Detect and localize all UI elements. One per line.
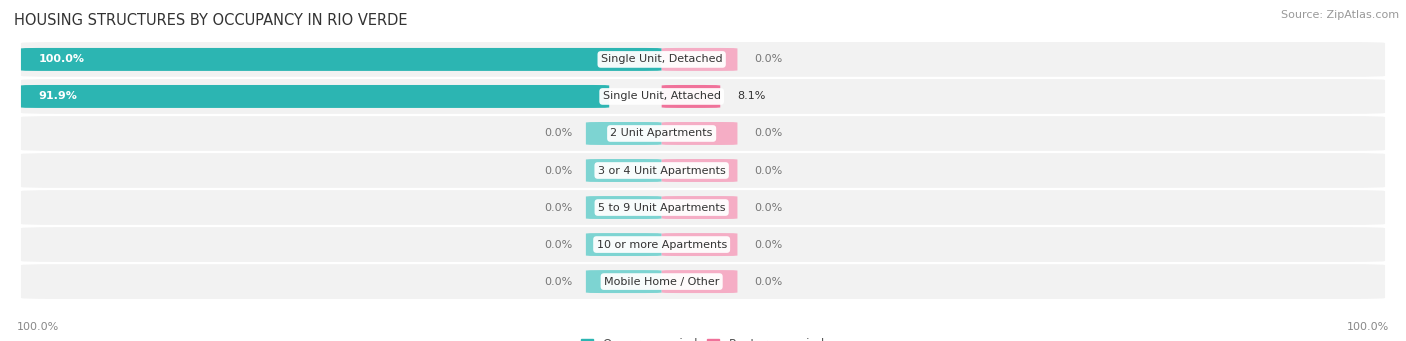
Text: 0.0%: 0.0% [754,239,782,250]
Text: 8.1%: 8.1% [737,91,765,102]
Text: HOUSING STRUCTURES BY OCCUPANCY IN RIO VERDE: HOUSING STRUCTURES BY OCCUPANCY IN RIO V… [14,13,408,28]
FancyBboxPatch shape [21,116,1385,151]
FancyBboxPatch shape [21,48,662,71]
FancyBboxPatch shape [586,196,662,219]
FancyBboxPatch shape [662,159,738,182]
Text: 0.0%: 0.0% [544,203,572,212]
FancyBboxPatch shape [21,79,1385,114]
Text: 0.0%: 0.0% [544,277,572,286]
Text: Single Unit, Detached: Single Unit, Detached [600,55,723,64]
Text: 0.0%: 0.0% [544,239,572,250]
FancyBboxPatch shape [662,270,738,293]
Text: 0.0%: 0.0% [754,55,782,64]
Text: 3 or 4 Unit Apartments: 3 or 4 Unit Apartments [598,165,725,176]
FancyBboxPatch shape [21,42,1385,77]
FancyBboxPatch shape [586,233,662,256]
Text: 0.0%: 0.0% [754,203,782,212]
FancyBboxPatch shape [662,48,738,71]
FancyBboxPatch shape [21,85,609,108]
Text: 10 or more Apartments: 10 or more Apartments [596,239,727,250]
Text: Mobile Home / Other: Mobile Home / Other [605,277,720,286]
Text: Source: ZipAtlas.com: Source: ZipAtlas.com [1281,10,1399,20]
FancyBboxPatch shape [662,233,738,256]
Text: 100.0%: 100.0% [1347,323,1389,332]
FancyBboxPatch shape [586,159,662,182]
Text: 0.0%: 0.0% [754,129,782,138]
Text: 0.0%: 0.0% [544,165,572,176]
FancyBboxPatch shape [662,196,738,219]
FancyBboxPatch shape [21,227,1385,262]
Text: 0.0%: 0.0% [754,165,782,176]
FancyBboxPatch shape [662,122,738,145]
Text: Single Unit, Attached: Single Unit, Attached [603,91,721,102]
Legend: Owner-occupied, Renter-occupied: Owner-occupied, Renter-occupied [581,338,825,341]
FancyBboxPatch shape [21,264,1385,299]
FancyBboxPatch shape [586,122,662,145]
FancyBboxPatch shape [586,270,662,293]
Text: 91.9%: 91.9% [39,91,77,102]
Text: 100.0%: 100.0% [17,323,59,332]
FancyBboxPatch shape [21,153,1385,188]
Text: 0.0%: 0.0% [754,277,782,286]
Text: 5 to 9 Unit Apartments: 5 to 9 Unit Apartments [598,203,725,212]
FancyBboxPatch shape [662,85,720,108]
Text: 0.0%: 0.0% [544,129,572,138]
Text: 2 Unit Apartments: 2 Unit Apartments [610,129,713,138]
FancyBboxPatch shape [21,190,1385,225]
Text: 100.0%: 100.0% [39,55,84,64]
